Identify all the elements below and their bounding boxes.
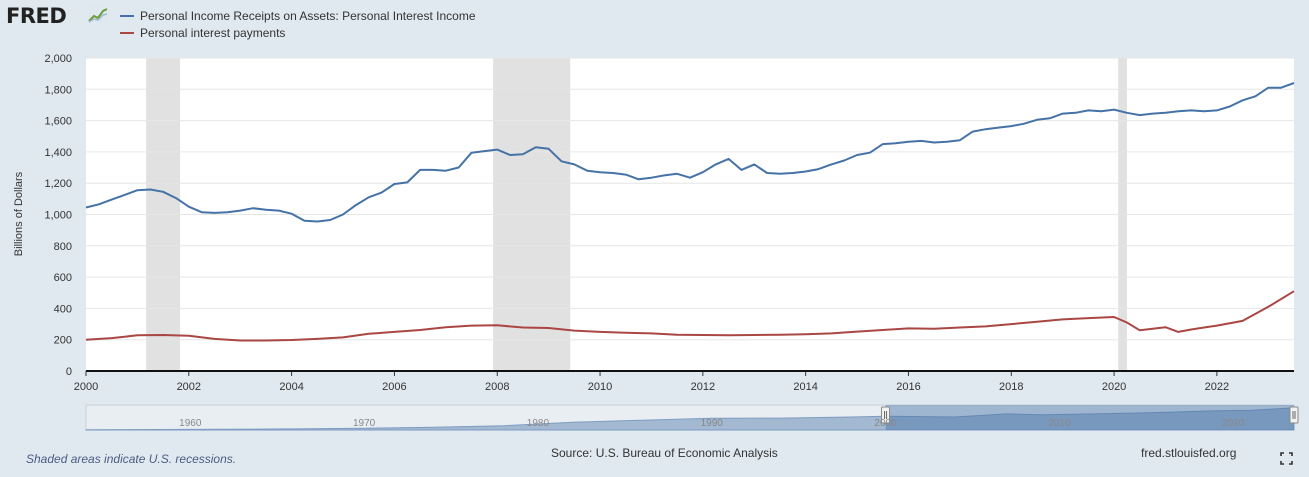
y-tick-label: 600	[54, 272, 72, 284]
y-tick-label: 1,200	[44, 178, 72, 190]
navigator-tick-label: 2010	[1048, 418, 1071, 429]
x-tick-label: 2006	[382, 381, 406, 393]
legend-label: Personal Income Receipts on Assets: Pers…	[140, 9, 476, 23]
x-tick-label: 2010	[588, 381, 612, 393]
legend-item-interest-income[interactable]: Personal Income Receipts on Assets: Pers…	[120, 9, 476, 23]
y-tick-label: 1,400	[44, 147, 72, 159]
y-tick-label: 400	[54, 303, 72, 315]
legend-swatch-red	[120, 32, 134, 34]
legend-item-interest-payments[interactable]: Personal interest payments	[120, 26, 285, 40]
navigator-tick-label: 1960	[179, 418, 202, 429]
navigator-tick-label: 1990	[701, 418, 724, 429]
fred-logo[interactable]: FRED	[6, 4, 67, 28]
navigator-tick-label: 1980	[527, 418, 550, 429]
y-tick-label: 1,600	[44, 116, 72, 128]
x-tick-label: 2020	[1102, 381, 1126, 393]
navigator-handle-right[interactable]	[1289, 406, 1299, 424]
y-axis-label: Billions of Dollars	[13, 171, 25, 256]
x-tick-label: 2000	[74, 381, 98, 393]
y-tick-label: 800	[54, 241, 72, 253]
y-tick-label: 0	[66, 366, 72, 378]
recession-note: Shaded areas indicate U.S. recessions.	[26, 452, 237, 466]
site-link[interactable]: fred.stlouisfed.org	[1141, 446, 1237, 460]
x-tick-label: 2012	[691, 381, 715, 393]
legend-swatch-blue	[120, 15, 134, 17]
x-tick-label: 2022	[1205, 381, 1229, 393]
x-tick-label: 2018	[999, 381, 1023, 393]
y-tick-label: 200	[54, 335, 72, 347]
y-tick-label: 2,000	[44, 53, 72, 65]
navigator-selection	[885, 405, 1294, 430]
navigator-tick-label: 2000	[874, 418, 897, 429]
navigator-handle-left[interactable]	[881, 406, 891, 424]
navigator-tick-label: 1970	[353, 418, 376, 429]
line-chart-icon	[87, 6, 109, 24]
x-tick-label: 2008	[485, 381, 509, 393]
series-line-0	[85, 82, 1295, 223]
legend-label: Personal interest payments	[140, 26, 286, 40]
series-line-1	[85, 290, 1295, 342]
navigator-area	[85, 407, 1295, 431]
x-tick-label: 2002	[177, 381, 201, 393]
x-tick-label: 2004	[279, 381, 303, 393]
fullscreen-icon[interactable]	[1280, 452, 1293, 465]
y-tick-label: 1,000	[44, 210, 72, 222]
navigator-tick-label: 2020	[1222, 418, 1245, 429]
source-text: Source: U.S. Bureau of Economic Analysis	[551, 446, 778, 460]
y-tick-label: 1,800	[44, 84, 72, 96]
x-tick-label: 2014	[793, 381, 817, 393]
x-tick-label: 2016	[896, 381, 920, 393]
